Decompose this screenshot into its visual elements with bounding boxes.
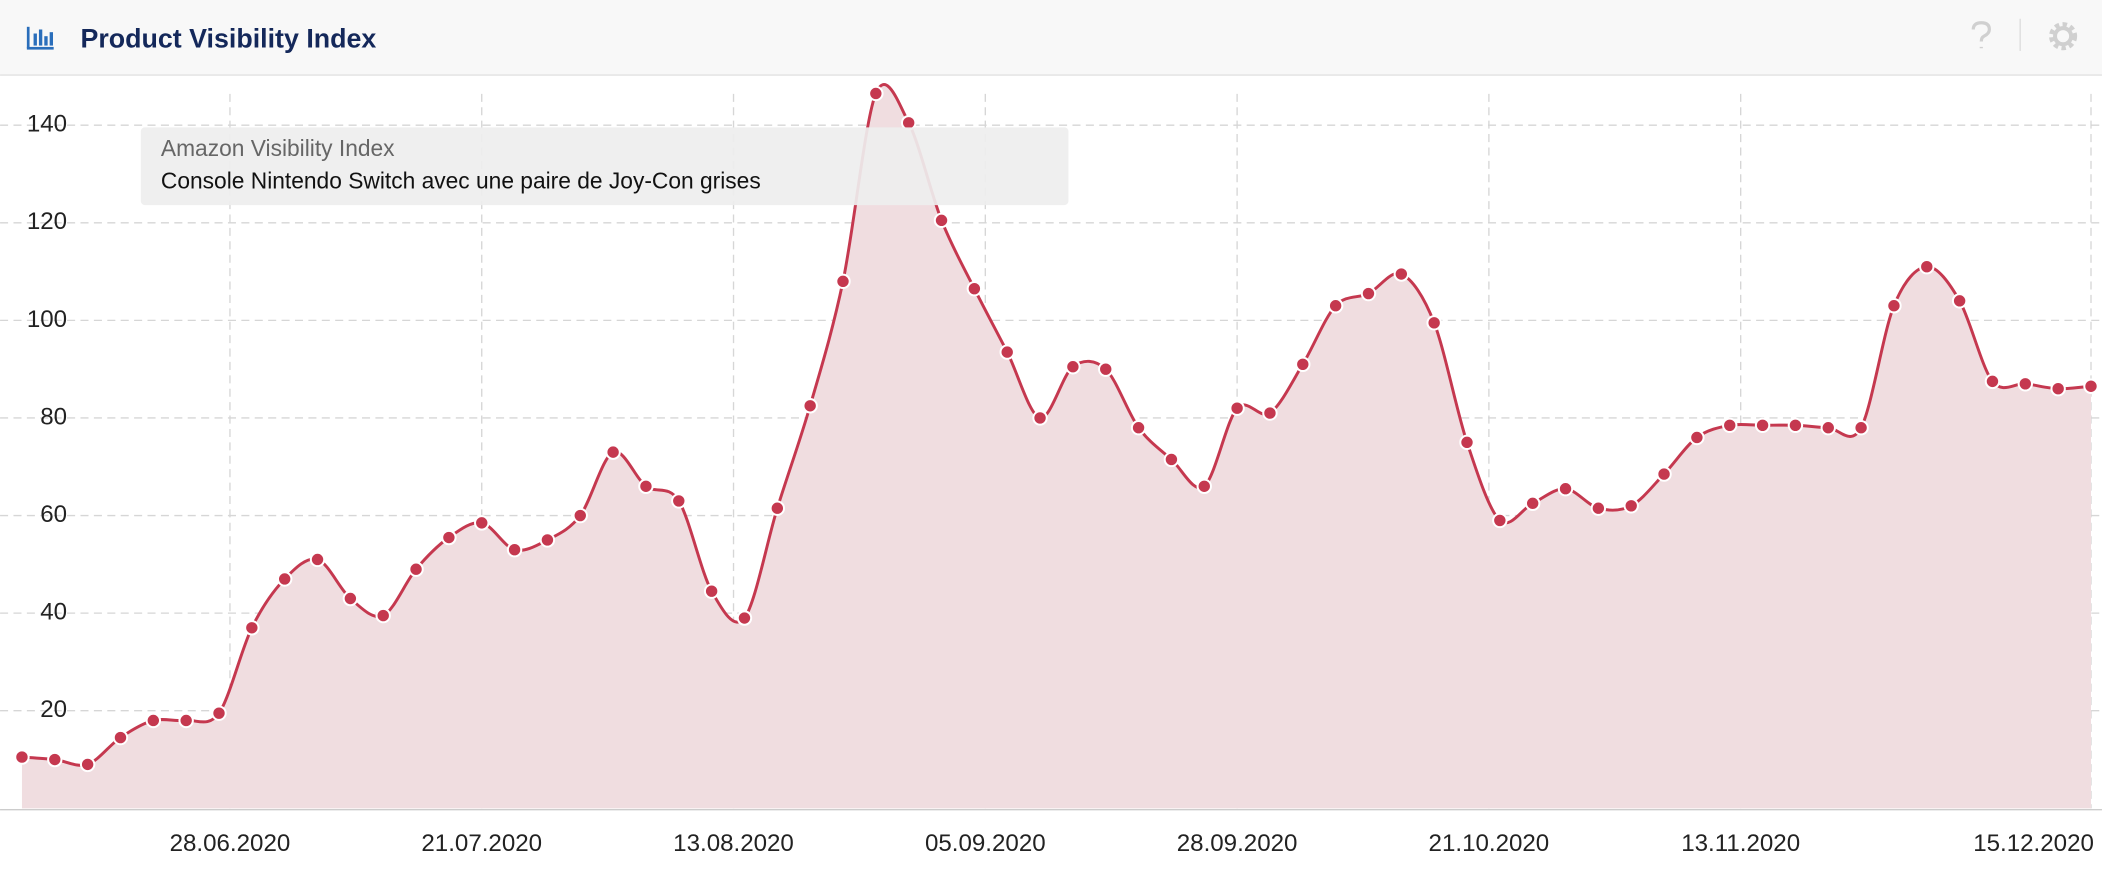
area bbox=[21, 84, 2091, 809]
data-point bbox=[1886, 298, 1902, 314]
x-tick-label: 28.06.2020 bbox=[170, 830, 291, 857]
x-tick-label: 13.08.2020 bbox=[673, 830, 794, 857]
data-point bbox=[276, 571, 293, 587]
legend-box bbox=[140, 127, 1069, 206]
data-point bbox=[47, 751, 63, 768]
y-tick-label: 40 bbox=[40, 599, 67, 626]
chart-icon bbox=[26, 26, 54, 50]
data-point bbox=[1951, 293, 1968, 309]
y-tick-label: 80 bbox=[40, 403, 67, 430]
data-point bbox=[572, 507, 588, 524]
x-tick-label: 05.09.2020 bbox=[925, 830, 1046, 857]
axes: 20 40 60 80 100 120 140 28.06.2020 21.07.2020 13.… bbox=[0, 111, 2102, 857]
data-point bbox=[1130, 420, 1147, 436]
data-point bbox=[605, 444, 621, 460]
data-point bbox=[933, 212, 950, 229]
x-tick-label: 28.09.2020 bbox=[1177, 830, 1298, 857]
data-point bbox=[309, 551, 326, 568]
data-point bbox=[835, 273, 851, 290]
data-point bbox=[1656, 466, 1672, 482]
data-point bbox=[1360, 285, 1377, 302]
x-tick-label: 15.12.2020 bbox=[1973, 830, 2094, 857]
data-point bbox=[441, 529, 457, 546]
data-point bbox=[1229, 400, 1245, 416]
data-point bbox=[1722, 417, 1738, 433]
data-point bbox=[1984, 373, 2001, 390]
y-tick-label: 60 bbox=[40, 501, 67, 528]
data-point bbox=[1919, 258, 1935, 275]
data-point bbox=[868, 85, 884, 102]
data-point bbox=[1032, 410, 1048, 426]
data-point bbox=[112, 729, 129, 746]
y-tick-label: 100 bbox=[27, 306, 67, 333]
data-point bbox=[1163, 451, 1180, 468]
data-point bbox=[736, 610, 753, 626]
data-point bbox=[244, 620, 260, 636]
data-point bbox=[1393, 266, 1410, 282]
plot-area bbox=[14, 83, 2099, 809]
data-point bbox=[1787, 417, 1804, 433]
data-point bbox=[1459, 434, 1475, 451]
data-point bbox=[211, 705, 227, 721]
data-point bbox=[1524, 495, 1541, 512]
data-point bbox=[474, 515, 490, 531]
settings-icon[interactable] bbox=[2048, 22, 2078, 51]
data-point bbox=[1820, 420, 1836, 436]
data-point bbox=[2017, 376, 2034, 392]
x-tick-label: 21.10.2020 bbox=[1429, 830, 1550, 857]
data-point bbox=[1689, 429, 1705, 446]
data-point bbox=[145, 712, 162, 729]
help-icon[interactable] bbox=[1971, 21, 1991, 49]
legend-entry[interactable]: Console Nintendo Switch avec une paire d… bbox=[161, 167, 761, 193]
data-point bbox=[1065, 359, 1081, 375]
x-tick-label: 13.11.2020 bbox=[1681, 830, 1800, 857]
data-point bbox=[1295, 356, 1311, 372]
data-point bbox=[1853, 420, 1869, 436]
data-point bbox=[1492, 512, 1508, 529]
data-point bbox=[375, 607, 391, 624]
data-point bbox=[342, 590, 359, 607]
data-point bbox=[2050, 380, 2066, 397]
data-point bbox=[1590, 500, 1607, 516]
data-point bbox=[703, 583, 720, 599]
data-point bbox=[1327, 298, 1344, 314]
data-point bbox=[1196, 478, 1212, 494]
data-point bbox=[1754, 417, 1771, 433]
data-point bbox=[506, 542, 523, 558]
data-point bbox=[1557, 481, 1574, 497]
data-point bbox=[638, 478, 654, 494]
x-tick-label: 21.07.2020 bbox=[421, 830, 542, 857]
data-point bbox=[769, 500, 786, 516]
data-point bbox=[178, 712, 194, 729]
data-point bbox=[802, 398, 818, 414]
data-point bbox=[1426, 315, 1442, 331]
data-point bbox=[999, 344, 1015, 360]
data-point bbox=[671, 493, 687, 509]
header-bar bbox=[0, 0, 2102, 76]
y-tick-label: 120 bbox=[27, 208, 67, 235]
y-tick-label: 20 bbox=[40, 696, 67, 723]
widget-title: Product Visibility Index bbox=[80, 23, 376, 53]
legend-title: Amazon Visibility Index bbox=[161, 135, 395, 161]
data-point bbox=[1262, 405, 1278, 421]
data-point bbox=[1098, 361, 1114, 377]
y-tick-label: 140 bbox=[27, 111, 67, 138]
data-point bbox=[1623, 498, 1639, 514]
data-point bbox=[408, 561, 424, 577]
data-point bbox=[966, 280, 983, 297]
data-point bbox=[539, 532, 556, 548]
data-point bbox=[14, 749, 30, 765]
data-point bbox=[2083, 378, 2099, 394]
data-point bbox=[79, 756, 96, 773]
